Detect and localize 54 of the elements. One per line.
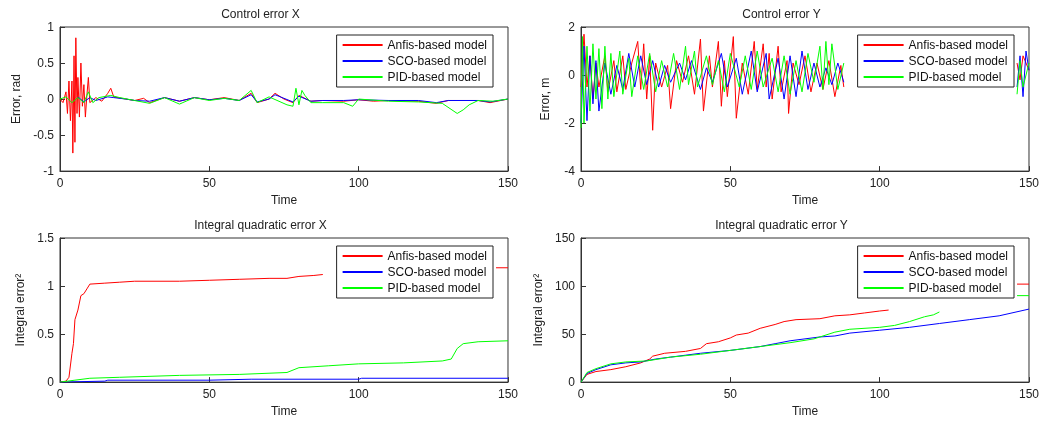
x-tick-label: 100	[348, 176, 369, 191]
x-tick-label: 100	[869, 176, 890, 191]
chart-title: Integral quadratic error Y	[715, 218, 848, 232]
legend-label: Anfis-based model	[908, 249, 1008, 263]
legend-label: PID-based model	[387, 70, 481, 84]
y-tick-label: 0.5	[37, 56, 55, 71]
chart-title: Integral quadratic error X	[194, 218, 327, 232]
y-tick-label: 0	[47, 375, 55, 390]
y-axis-title: Error, m	[538, 77, 552, 121]
line-series	[59, 87, 509, 114]
y-tick-label: 2	[568, 20, 576, 34]
y-tick-label: 100	[554, 279, 576, 294]
x-axis-title: Time	[270, 404, 298, 418]
y-axis-title: Integral error²	[531, 273, 546, 347]
legend-label: Anfis-based model	[908, 38, 1008, 52]
chart-title: Control error Y	[742, 7, 821, 21]
x-tick-label: 100	[869, 387, 890, 402]
legend-label: SCO-based model	[908, 265, 1008, 279]
legend-label: PID-based model	[908, 70, 1002, 84]
x-tick-label: 100	[348, 387, 369, 402]
x-axis-title: Time	[270, 193, 298, 207]
x-tick-label: 50	[723, 387, 738, 402]
legend-label: PID-based model	[908, 281, 1002, 295]
y-tick-label: 0	[568, 375, 576, 390]
y-tick-label: 1	[47, 279, 55, 294]
legend-label: PID-based model	[387, 281, 481, 295]
x-tick-label: 50	[202, 176, 217, 191]
x-axis-title: Time	[791, 193, 819, 207]
y-tick-label: 0	[47, 92, 55, 107]
y-tick-label: 0.5	[37, 327, 55, 342]
y-tick-label: 50	[561, 327, 576, 342]
legend-label: Anfis-based model	[387, 38, 487, 52]
legend-label: SCO-based model	[387, 265, 487, 279]
y-tick-label: -0.5	[33, 128, 55, 143]
y-axis-title: Integral error²	[13, 273, 28, 347]
x-axis-title: Time	[791, 404, 819, 418]
x-tick-label: 150	[1018, 387, 1040, 402]
x-tick-label: 150	[1018, 176, 1040, 191]
y-tick-label: 150	[554, 231, 576, 245]
x-tick-label: 150	[497, 387, 519, 402]
y-axis-title: Error, rad	[9, 74, 24, 125]
legend-label: SCO-based model	[387, 54, 487, 68]
y-tick-label: 0	[568, 68, 576, 83]
y-tick-label: -1	[43, 164, 55, 179]
y-tick-label: -2	[564, 116, 576, 131]
y-tick-label: 1	[47, 20, 55, 34]
legend-label: SCO-based model	[908, 54, 1008, 68]
x-tick-label: 50	[723, 176, 738, 191]
x-tick-label: 50	[202, 387, 217, 402]
chart-title: Control error X	[221, 7, 300, 21]
legend-label: Anfis-based model	[387, 249, 487, 263]
x-tick-label: 150	[497, 176, 519, 191]
y-tick-label: 1.5	[37, 231, 55, 245]
y-tick-label: -4	[564, 164, 576, 179]
